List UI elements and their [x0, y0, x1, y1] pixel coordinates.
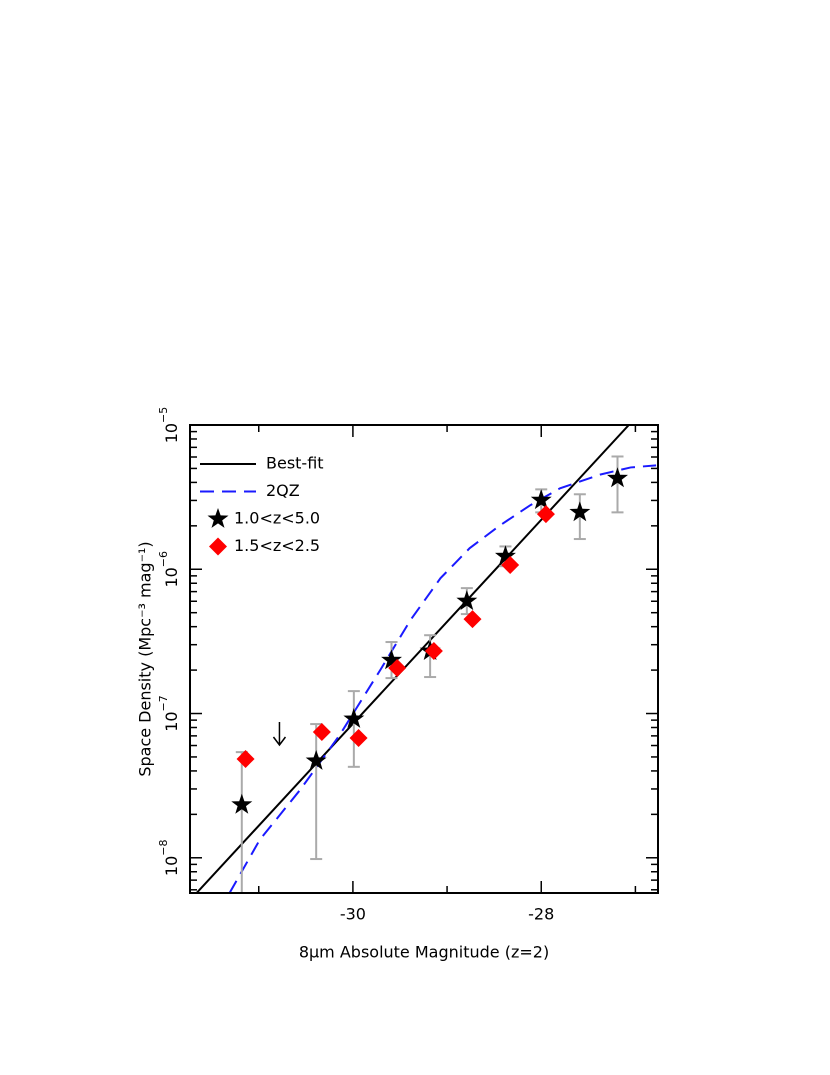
y-tick-label: 10−6 — [157, 551, 181, 588]
star-marker — [456, 590, 478, 611]
y-axis-title: Space Density (Mpc⁻³ mag⁻¹) — [136, 541, 155, 776]
y-tick-label: 10−5 — [157, 407, 181, 444]
star-marker — [343, 708, 365, 728]
plot-frame — [189, 424, 659, 894]
fit-line — [228, 464, 657, 893]
y-tick-base: 10 — [162, 856, 181, 876]
upper-limit-arrow — [272, 722, 287, 747]
y-tick-base: 10 — [162, 567, 181, 587]
diamond-marker — [388, 658, 407, 677]
y-tick-exponent: −8 — [157, 839, 170, 855]
star-marker — [305, 750, 327, 770]
x-tick-label: -28 — [528, 905, 554, 924]
legend-marker — [209, 537, 227, 556]
x-tick-label: -30 — [340, 905, 366, 924]
legend-label: Best-fit — [266, 454, 324, 473]
legend-label: 2QZ — [266, 481, 300, 500]
diamond-marker — [349, 729, 368, 748]
y-tick-exponent: −5 — [157, 407, 170, 423]
y-tick-base: 10 — [162, 423, 181, 443]
y-tick-label: 10−7 — [157, 695, 181, 732]
star-marker — [569, 501, 591, 522]
star-marker — [231, 793, 253, 814]
y-tick-label: 10−8 — [157, 839, 181, 876]
star-marker — [530, 489, 552, 510]
y-tick-base: 10 — [162, 711, 181, 731]
fit-line — [195, 425, 630, 893]
legend-marker — [207, 508, 229, 528]
diamond-marker — [424, 642, 443, 661]
diamond-marker — [463, 610, 482, 629]
y-tick-exponent: −7 — [157, 695, 170, 711]
y-tick-exponent: −6 — [157, 551, 170, 567]
star-marker — [381, 649, 402, 670]
star-marker — [495, 545, 516, 566]
plot-area — [195, 425, 657, 893]
legend-label: 1.0<z<5.0 — [234, 509, 320, 528]
x-axis-title: 8μm Absolute Magnitude (z=2) — [299, 943, 549, 962]
diamond-marker — [236, 749, 255, 768]
diamond-marker — [536, 505, 555, 524]
star-marker — [607, 467, 628, 488]
legend-label: 1.5<z<2.5 — [234, 536, 320, 555]
diamond-marker — [312, 722, 331, 741]
diamond-marker — [501, 556, 520, 575]
